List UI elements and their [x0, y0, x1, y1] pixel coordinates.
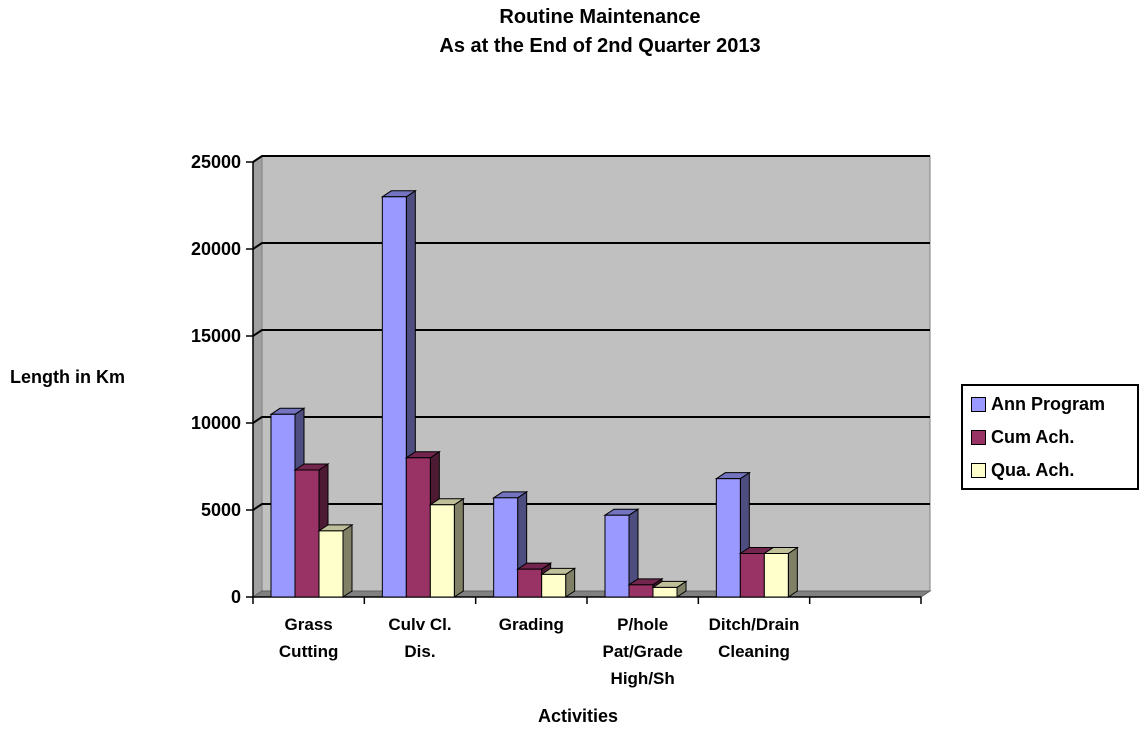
chart-subtitle: As at the End of 2nd Quarter 2013 [439, 35, 761, 57]
y-tick-label: 25000 [191, 152, 241, 172]
legend-swatch [971, 396, 986, 412]
y-tick-label: 15000 [191, 326, 241, 346]
legend-label: Cum Ach. [991, 426, 1075, 447]
plot-side-wall [252, 155, 263, 598]
x-tick-label: P/hole Pat/Grade High/Sh [602, 615, 683, 688]
gridline [252, 503, 930, 511]
chart-title: Routine Maintenance [499, 6, 701, 28]
x-tick-label: Grading [498, 615, 564, 634]
plot-floor [251, 590, 932, 598]
bar-qua-ach-4 [762, 546, 799, 598]
gridline [252, 416, 930, 424]
y-tick-label: 20000 [191, 239, 241, 259]
plot-back-wall [261, 155, 931, 592]
y-tick-label: 0 [231, 587, 241, 607]
legend-label: Ann Program [991, 393, 1106, 414]
x-tick-label: Culv Cl. Dis. [388, 615, 452, 661]
bar-qua-ach-3 [651, 580, 688, 598]
x-tick-label: Ditch/Drain Cleaning [708, 615, 800, 661]
legend-item-qua-ach: Qua. Ach. [971, 458, 1074, 482]
x-axis-label: Activities [538, 706, 619, 726]
y-tick-label: 5000 [201, 500, 241, 520]
legend: Ann Program Cum Ach. Qua. Ach. [961, 384, 1139, 490]
legend-swatch [971, 429, 986, 445]
bar-ann-program-3 [603, 508, 640, 598]
bar-qua-ach-0 [317, 523, 354, 598]
gridline [252, 155, 930, 163]
legend-item-ann-program: Ann Program [971, 392, 1105, 416]
bar-qua-ach-1 [428, 497, 465, 598]
gridline [252, 329, 930, 337]
x-tick-label: Grass Cutting [278, 615, 339, 661]
legend-item-cum-ach: Cum Ach. [971, 425, 1074, 449]
legend-swatch [971, 462, 986, 478]
bar-qua-ach-2 [540, 567, 577, 598]
y-tick-label: 10000 [191, 413, 241, 433]
y-axis-label: Length in Km [10, 367, 125, 387]
gridline [252, 242, 930, 250]
legend-label: Qua. Ach. [991, 459, 1075, 480]
